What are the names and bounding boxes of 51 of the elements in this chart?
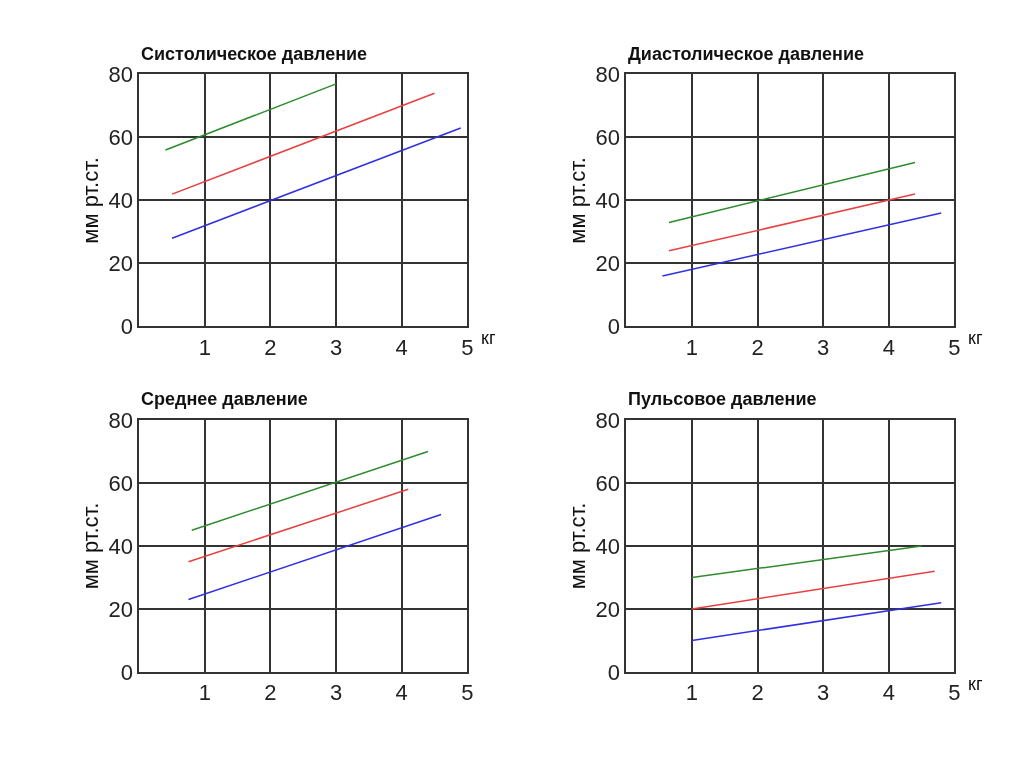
chart-title: Пульсовое давление [628, 389, 817, 409]
chart-title: Систолическое давление [141, 44, 368, 64]
y-tick-label: 20 [595, 596, 620, 622]
y-tick-label: 0 [607, 659, 620, 685]
y-axis-title: мм рт.ст. [77, 502, 103, 590]
x-tick-label: 5 [948, 680, 961, 706]
x-tick-label: 1 [685, 334, 699, 360]
y-tick-label: 40 [595, 533, 620, 559]
x-tick-label: 1 [198, 334, 212, 360]
y-axis-title: мм рт.ст. [77, 157, 103, 244]
y-axis-title: мм рт.ст. [564, 502, 590, 590]
x-tick-label: 4 [882, 334, 895, 360]
x-tick-label: 5 [461, 334, 474, 360]
x-tick-label: 1 [685, 680, 699, 706]
x-tick-label: 3 [817, 680, 830, 706]
y-tick-label: 60 [595, 125, 620, 151]
x-tick-label: 2 [264, 334, 277, 360]
y-tick-label: 60 [108, 125, 133, 151]
y-tick-label: 40 [595, 188, 620, 214]
y-tick-label: 20 [108, 596, 133, 622]
y-tick-label: 40 [108, 188, 133, 214]
x-tick-label: 4 [395, 334, 408, 360]
x-tick-label: 5 [461, 680, 474, 706]
y-tick-label: 0 [120, 659, 133, 685]
x-axis-title: кг [968, 674, 983, 694]
x-tick-label: 2 [751, 334, 764, 360]
x-axis-title: кг [481, 328, 496, 348]
x-axis-title: кг [968, 328, 983, 348]
y-tick-label: 60 [595, 470, 620, 496]
y-tick-label: 80 [595, 62, 620, 88]
y-tick-label: 80 [595, 407, 620, 433]
x-tick-label: 3 [329, 680, 343, 706]
y-tick-label: 0 [120, 314, 133, 340]
y-tick-label: 20 [108, 251, 133, 277]
y-tick-label: 40 [108, 533, 133, 559]
y-tick-label: 0 [607, 314, 620, 340]
chart-title: Среднее давление [141, 389, 308, 409]
y-tick-label: 80 [108, 407, 133, 433]
y-tick-label: 20 [595, 251, 620, 277]
x-tick-label: 4 [882, 680, 895, 706]
y-tick-label: 60 [108, 470, 133, 496]
x-tick-label: 1 [198, 680, 212, 706]
y-tick-label: 80 [108, 62, 133, 88]
x-tick-label: 3 [817, 334, 830, 360]
y-axis-title: мм рт.ст. [564, 157, 590, 244]
x-tick-label: 5 [948, 334, 961, 360]
x-tick-label: 2 [751, 680, 764, 706]
x-tick-label: 3 [329, 334, 343, 360]
x-tick-label: 4 [395, 680, 408, 706]
chart-title: Диастолическое давление [628, 44, 864, 64]
x-tick-label: 2 [264, 680, 277, 706]
